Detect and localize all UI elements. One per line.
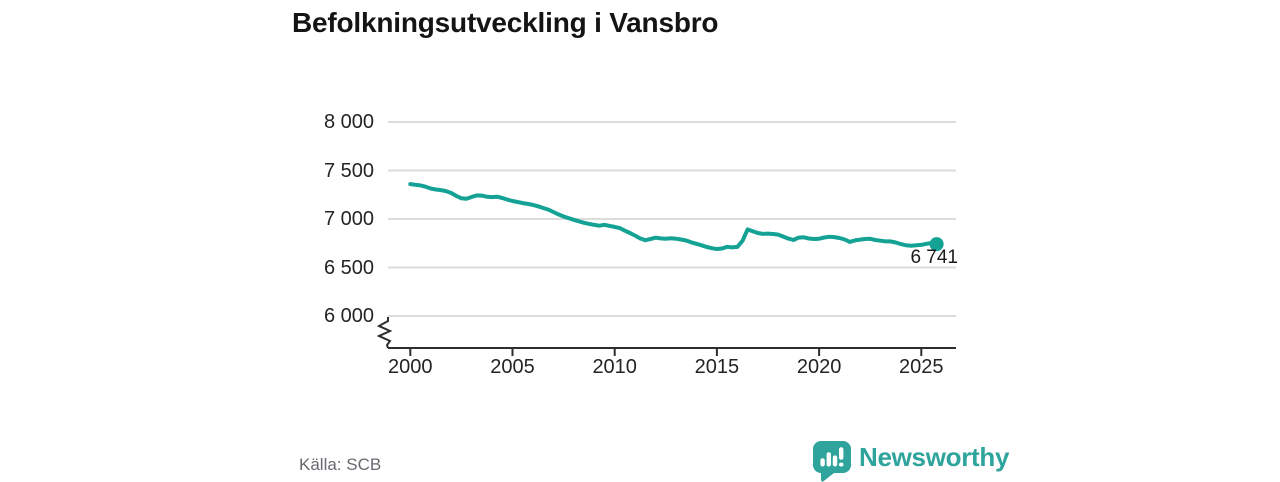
y-tick-label: 7 500: [323, 159, 374, 182]
chart-title: Befolkningsutveckling i Vansbro: [292, 7, 719, 38]
x-tick-label: 2025: [899, 356, 944, 378]
axis-break-zigzag-icon: [376, 317, 393, 349]
y-tick-label: 6 500: [323, 256, 374, 279]
x-tick-label: 2005: [490, 356, 535, 378]
x-tick-label: 2020: [796, 356, 842, 378]
newsworthy-wordmark: Newsworthy: [859, 442, 1010, 472]
end-point-dot: [929, 237, 944, 252]
x-tick-label: 2010: [592, 356, 637, 378]
population-line: [408, 182, 939, 251]
y-tick-label: 8 000: [323, 111, 374, 133]
x-tick-label: 2000: [388, 356, 433, 378]
newsworthy-bubble-chart-icon: [813, 441, 851, 482]
newsworthy-logo[interactable]: Newsworthy: [812, 440, 1009, 482]
y-tick-label: 6 000: [323, 305, 374, 327]
y-tick-label: 7 000: [323, 208, 374, 230]
source-note: Källa: SCB: [299, 455, 382, 474]
last-value-label: 6 741: [910, 247, 958, 268]
x-tick-label: 2015: [694, 356, 740, 378]
